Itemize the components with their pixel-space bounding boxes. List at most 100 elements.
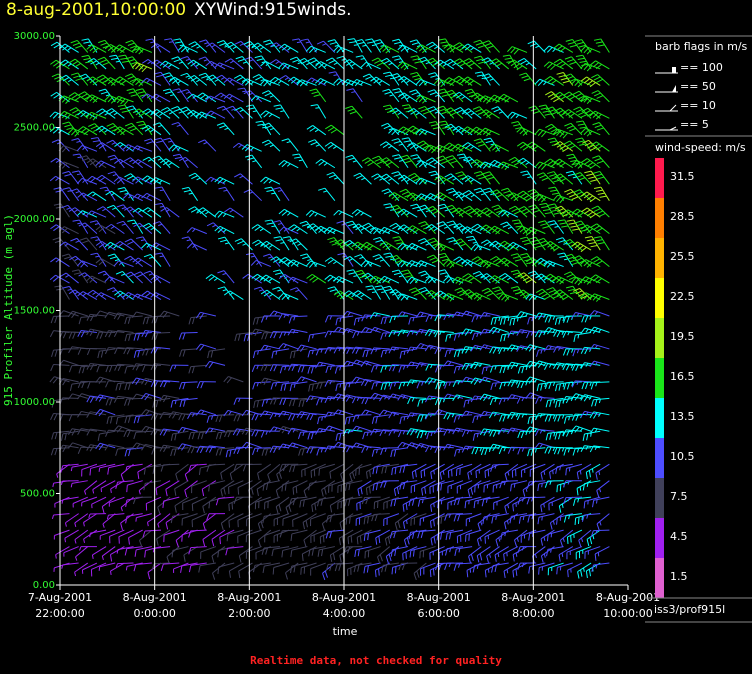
barb-feather [300, 345, 305, 352]
barb-feather [203, 59, 208, 62]
barb-shaft [438, 496, 454, 502]
barb-shaft [238, 142, 253, 152]
barb-feather [315, 362, 320, 369]
barb-feather [129, 127, 137, 132]
barb-feather [64, 538, 67, 543]
barb-feather [343, 239, 350, 245]
barb-feather [375, 537, 378, 545]
barb-shaft [114, 154, 125, 169]
barb-feather [418, 194, 425, 201]
barb-feather [305, 210, 312, 216]
barb-feather [269, 445, 274, 453]
barb-shaft [117, 414, 134, 418]
barb-shaft [126, 546, 143, 550]
wind-barb [162, 88, 180, 103]
wind-barb [105, 108, 125, 119]
barb-feather [181, 413, 186, 421]
barb-feather [104, 276, 111, 283]
barb-feather [215, 74, 223, 80]
barb-feather [350, 535, 353, 543]
wind-barb [315, 427, 335, 435]
wind-barb [86, 411, 107, 418]
wind-barb [124, 364, 143, 374]
barb-feather [78, 91, 85, 96]
barb-feather [434, 46, 439, 50]
barb-feather [137, 195, 141, 199]
barb-feather [62, 378, 67, 386]
wind-barb [68, 346, 88, 354]
barb-feather [384, 382, 387, 390]
barb-shaft [328, 513, 345, 517]
barb-feather [406, 276, 412, 283]
barb-feather [364, 225, 372, 230]
barb-feather [71, 129, 77, 136]
barb-shaft [296, 287, 308, 300]
barb-feather [180, 88, 188, 93]
barb-feather [293, 350, 296, 358]
barb-feather [67, 190, 72, 192]
barb-feather [258, 289, 264, 292]
wind-barb [371, 513, 390, 522]
barb-feather [150, 227, 155, 231]
barb-feather [98, 39, 106, 44]
barb-feather [442, 294, 447, 298]
wind-barb [116, 204, 134, 218]
barb-feather [182, 349, 186, 357]
wind-barb [160, 463, 180, 472]
barb-shaft [420, 128, 436, 136]
barb-shaft [91, 562, 107, 570]
wind-barb [324, 411, 345, 419]
barb-feather [265, 42, 273, 46]
barb-feather [86, 289, 94, 295]
barb-feather [163, 445, 168, 453]
barb-feather [71, 60, 79, 66]
barb-shaft [62, 562, 79, 566]
barb-shaft [190, 529, 207, 532]
wind-barb [334, 364, 354, 374]
wind-barb [290, 562, 308, 574]
barb-feather [444, 58, 451, 64]
wind-barb [107, 154, 125, 169]
wind-barb [170, 513, 189, 524]
barb-feather [159, 112, 163, 117]
wind-barb [74, 513, 89, 527]
barb-feather [278, 274, 286, 280]
wind-barb [234, 331, 253, 342]
barb-shaft [342, 220, 354, 234]
barb-feather [128, 91, 136, 94]
wind-barb [170, 430, 189, 441]
barb-feather [448, 394, 452, 399]
barb-feather [444, 173, 452, 178]
wind-barb [421, 480, 436, 496]
wind-barb [370, 428, 390, 436]
barb-shaft [172, 430, 189, 435]
barb-feather [345, 517, 348, 525]
barb-feather [172, 412, 177, 419]
wind-barb [106, 414, 125, 424]
barb-feather [260, 240, 267, 246]
barb-shaft [159, 122, 171, 136]
barb-feather [131, 442, 137, 449]
barb-feather [425, 243, 430, 246]
barb-shaft [181, 348, 198, 351]
wind-barb [353, 172, 372, 185]
wind-barb [351, 425, 372, 432]
barb-feather [170, 449, 173, 457]
barb-shaft [367, 157, 381, 169]
barb-feather [275, 490, 279, 498]
barb-feather [274, 427, 278, 432]
wind-barb [453, 513, 473, 522]
barb-shaft [63, 145, 79, 152]
barb-feather [338, 538, 342, 546]
barb-shaft [54, 562, 70, 569]
barb-feather [273, 258, 280, 263]
barb-shaft [273, 364, 290, 366]
barb-feather [261, 448, 265, 456]
wind-barb [380, 173, 400, 185]
barb-feather [175, 473, 179, 481]
barb-feather [421, 499, 424, 504]
barb-feather [135, 110, 143, 116]
wind-barb [242, 463, 262, 472]
wind-barb [273, 236, 290, 251]
